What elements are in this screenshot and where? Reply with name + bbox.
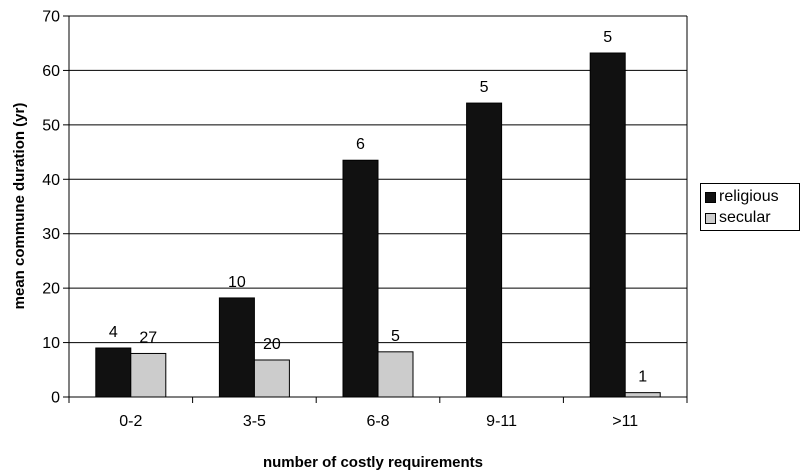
legend: religious secular: [700, 183, 800, 231]
bars: [95, 52, 661, 398]
data-label-religious: 5: [603, 29, 612, 46]
y-tick-label: 10: [42, 335, 60, 352]
data-labels: 4 27 10 20 6 5 5 5 1: [109, 29, 647, 386]
bar-secular: [377, 351, 414, 398]
bar-secular: [624, 392, 661, 398]
x-tick-label: 3-5: [243, 413, 266, 430]
x-tick-label: 6-8: [366, 413, 389, 430]
legend-item-secular: secular: [705, 208, 771, 228]
y-tick-label: 20: [42, 281, 60, 298]
data-label-secular: 20: [263, 336, 281, 353]
bar-religious: [342, 159, 379, 398]
y-tick-label: 50: [42, 117, 60, 134]
legend-label-religious: religious: [719, 188, 779, 205]
x-axis-title: number of costly requirements: [263, 454, 483, 471]
data-label-secular: 1: [638, 369, 647, 386]
legend-swatch-secular: [705, 212, 716, 224]
y-tick-label: 30: [42, 226, 60, 243]
y-tick-label: 0: [51, 390, 60, 407]
bar-religious: [95, 347, 132, 398]
axes: 0 10 20 30 40 50 60 70 0-2 3-5 6-8 9-11 >11: [42, 9, 688, 430]
y-axis-title: mean commune duration (yr): [11, 103, 28, 310]
data-label-secular: 27: [139, 329, 157, 346]
legend-swatch-religious: [705, 191, 716, 203]
legend-label-secular: secular: [719, 209, 771, 226]
y-tick-label: 60: [42, 63, 60, 80]
x-tick-label: 9-11: [486, 413, 517, 430]
data-label-religious: 10: [228, 274, 246, 291]
data-label-secular: 5: [391, 328, 400, 345]
bar-secular: [130, 352, 167, 398]
data-label-religious: 4: [109, 324, 118, 341]
bar-religious: [589, 52, 626, 398]
legend-item-religious: religious: [705, 187, 779, 207]
bar-secular: [253, 359, 290, 398]
y-tick-label: 70: [42, 9, 60, 26]
x-tick-label: 0-2: [119, 413, 142, 430]
data-label-religious: 5: [480, 79, 489, 96]
bar-religious: [218, 297, 255, 398]
data-label-religious: 6: [356, 136, 365, 153]
x-tick-label: >11: [612, 413, 638, 430]
y-tick-label: 40: [42, 172, 60, 189]
bar-religious: [466, 102, 503, 398]
